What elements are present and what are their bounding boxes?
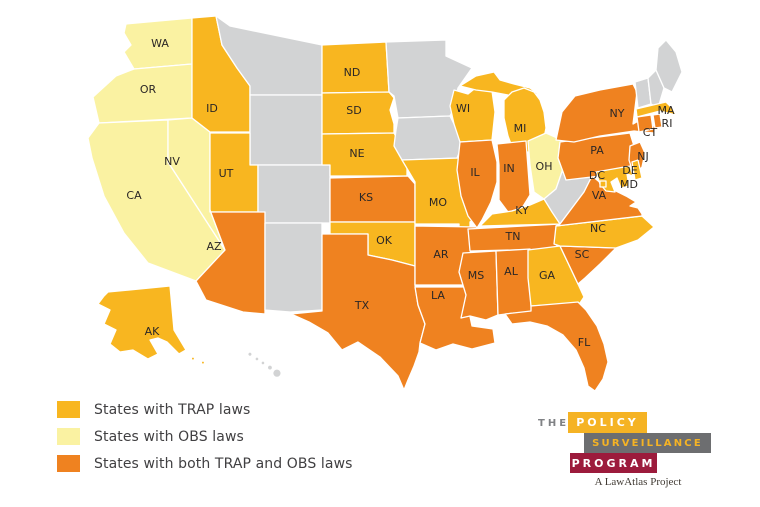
state-label-ri: RI bbox=[662, 117, 673, 130]
state-de bbox=[631, 159, 643, 181]
logo-surveillance-text: SURVEILLANCE bbox=[592, 437, 703, 449]
state-label-ar: AR bbox=[433, 248, 449, 261]
legend-row-trap: States with TRAP laws bbox=[57, 401, 353, 418]
state-label-ny: NY bbox=[610, 107, 625, 120]
state-label-al: AL bbox=[504, 265, 519, 278]
state-label-ct: CT bbox=[643, 126, 658, 139]
state-me bbox=[655, 39, 683, 93]
state-dc bbox=[599, 180, 607, 188]
state-co bbox=[257, 164, 331, 224]
legend-label-obs: States with OBS laws bbox=[94, 428, 244, 445]
state-label-mi: MI bbox=[514, 122, 527, 135]
state-label-va: VA bbox=[592, 189, 607, 202]
logo-surveillance-box: SURVEILLANCE bbox=[584, 433, 711, 453]
state-hi bbox=[260, 360, 266, 366]
both-color-swatch bbox=[57, 455, 80, 472]
state-label-wa: WA bbox=[151, 37, 169, 50]
state-label-in: IN bbox=[503, 162, 514, 175]
legend-label-trap: States with TRAP laws bbox=[94, 401, 251, 418]
state-label-de: DE bbox=[622, 164, 637, 177]
state-label-ky: KY bbox=[515, 204, 529, 217]
state-wi bbox=[449, 85, 496, 143]
state-hi bbox=[247, 351, 253, 358]
state-label-fl: FL bbox=[578, 336, 591, 349]
state-label-mo: MO bbox=[429, 196, 447, 209]
state-label-wi: WI bbox=[456, 102, 470, 115]
state-label-ks: KS bbox=[359, 191, 373, 204]
state-label-nd: ND bbox=[344, 66, 361, 79]
state-label-ca: CA bbox=[126, 189, 142, 202]
state-label-az: AZ bbox=[206, 240, 222, 253]
state-label-sc: SC bbox=[575, 248, 590, 261]
state-ms bbox=[458, 250, 499, 321]
logo-program-text: PROGRAM bbox=[571, 456, 656, 470]
state-ak bbox=[97, 285, 187, 360]
logo-program-box: PROGRAM bbox=[570, 453, 657, 473]
state-hi bbox=[272, 368, 282, 379]
state-label-ga: GA bbox=[539, 269, 556, 282]
state-ct bbox=[636, 114, 654, 133]
state-label-md: MD bbox=[620, 178, 638, 191]
state-va bbox=[555, 175, 643, 227]
state-label-ma: MA bbox=[657, 104, 674, 117]
state-label-ne: NE bbox=[349, 147, 364, 160]
state-fl bbox=[504, 301, 609, 392]
state-label-nc: NC bbox=[590, 222, 606, 235]
state-label-id: ID bbox=[206, 102, 218, 115]
trap-color-swatch bbox=[57, 401, 80, 418]
state-label-il: IL bbox=[470, 166, 480, 179]
logo-the-text: THE bbox=[538, 418, 570, 429]
state-wy bbox=[249, 94, 323, 166]
state-label-ms: MS bbox=[468, 269, 484, 282]
state-ri bbox=[652, 113, 663, 129]
state-tx bbox=[290, 233, 426, 391]
state-in bbox=[496, 140, 531, 213]
obs-color-swatch bbox=[57, 428, 80, 445]
state-label-tx: TX bbox=[354, 299, 370, 312]
state-label-ak: AK bbox=[145, 325, 161, 338]
state-hi bbox=[254, 356, 260, 362]
legend: States with TRAP laws States with OBS la… bbox=[57, 401, 353, 482]
state-label-sd: SD bbox=[346, 104, 361, 117]
state-il bbox=[456, 139, 498, 229]
state-label-la: LA bbox=[431, 289, 445, 302]
us-map: AK WA OR CA NV ID UT AZ ND SD NE KS OK TX MO AR LA WI MI IL… bbox=[87, 15, 683, 392]
state-mi bbox=[503, 87, 547, 153]
legend-label-both: States with both TRAP and OBS laws bbox=[94, 455, 353, 472]
state-label-or: OR bbox=[140, 83, 157, 96]
state-label-nj: NJ bbox=[637, 150, 648, 163]
legend-row-obs: States with OBS laws bbox=[57, 428, 353, 445]
state-hi bbox=[266, 364, 274, 371]
state-nm bbox=[264, 222, 323, 313]
us-map-container: AK WA OR CA NV ID UT AZ ND SD NE KS OK TX MO AR LA WI MI IL… bbox=[87, 15, 683, 392]
state-label-dc: DC bbox=[589, 169, 605, 182]
state-label-oh: OH bbox=[536, 160, 553, 173]
state-label-tn: TN bbox=[505, 230, 521, 243]
state-label-nv: NV bbox=[164, 155, 180, 168]
state-ia bbox=[393, 115, 463, 161]
state-ak bbox=[190, 356, 196, 361]
state-ny bbox=[555, 83, 657, 143]
logo-policy-text: POLICY bbox=[576, 416, 639, 429]
logo-tagline: A LawAtlas Project bbox=[594, 476, 682, 488]
state-ak bbox=[200, 360, 206, 365]
logo-policy-box: POLICY bbox=[568, 412, 647, 433]
legend-row-both: States with both TRAP and OBS laws bbox=[57, 455, 353, 472]
state-label-ut: UT bbox=[219, 167, 234, 180]
state-label-ok: OK bbox=[376, 234, 393, 247]
state-nc bbox=[553, 215, 655, 249]
state-label-pa: PA bbox=[590, 144, 604, 157]
